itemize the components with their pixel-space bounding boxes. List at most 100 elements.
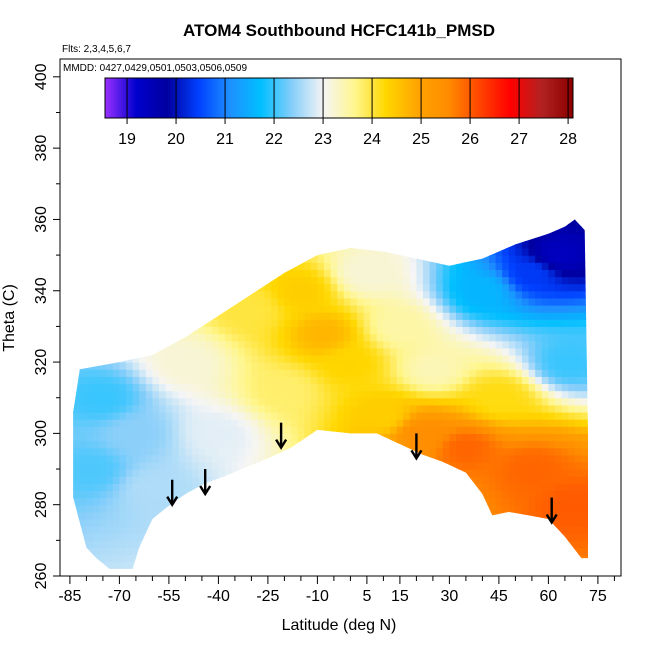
heatmap-cell	[73, 447, 81, 456]
colorbar-swatch	[136, 78, 139, 118]
heatmap-cell	[277, 283, 285, 292]
heatmap-cell	[548, 476, 556, 484]
heatmap-cell	[225, 305, 233, 313]
heatmap-cell	[324, 454, 332, 463]
heatmap-cell	[178, 369, 186, 377]
heatmap-cell	[304, 383, 312, 392]
heatmap-cell	[535, 347, 543, 356]
heatmap-cell	[508, 347, 516, 356]
heatmap-cell	[456, 554, 464, 563]
heatmap-cell	[304, 454, 312, 463]
heatmap-cell	[522, 504, 530, 513]
colorbar-swatch	[292, 78, 295, 118]
heatmap-cell	[112, 276, 120, 285]
heatmap-cell	[350, 247, 358, 256]
heatmap-cell	[581, 419, 588, 427]
heatmap-cell	[277, 469, 285, 477]
heatmap-cell	[277, 390, 285, 399]
heatmap-cell	[383, 411, 391, 420]
heatmap-cell	[396, 497, 404, 506]
heatmap-cell	[449, 469, 457, 477]
heatmap-cell	[112, 511, 120, 520]
heatmap-cell	[588, 455, 595, 463]
heatmap-cell	[192, 469, 200, 477]
heatmap-cell	[231, 469, 239, 477]
heatmap-cell	[409, 419, 417, 427]
heatmap-cell	[205, 540, 213, 549]
heatmap-cell	[73, 340, 74, 349]
heatmap-cell	[198, 219, 206, 221]
heatmap-cell	[225, 326, 233, 335]
heatmap-cell	[376, 404, 384, 413]
heatmap-cell	[192, 440, 200, 449]
heatmap-cell	[541, 547, 549, 556]
heatmap-cell	[522, 454, 530, 463]
heatmap-cell	[449, 397, 457, 406]
heatmap-cell	[277, 476, 285, 484]
heatmap-cell	[67, 569, 74, 577]
heatmap-cell	[357, 255, 365, 263]
heatmap-cell	[159, 497, 167, 506]
heatmap-cell	[555, 290, 563, 299]
heatmap-cell	[337, 376, 345, 385]
heatmap-cell	[264, 247, 272, 256]
heatmap-cell	[357, 390, 365, 399]
heatmap-cell	[383, 362, 391, 370]
heatmap-cell	[304, 490, 312, 499]
heatmap-cell	[475, 319, 483, 328]
heatmap-cell	[126, 476, 134, 484]
heatmap-cell	[152, 526, 160, 534]
heatmap-cell	[106, 533, 114, 541]
colorbar-swatch	[364, 78, 367, 118]
colorbar-swatch	[374, 78, 377, 118]
heatmap-cell	[416, 419, 424, 427]
heatmap-cell	[383, 283, 391, 292]
heatmap-cell	[502, 569, 509, 577]
heatmap-cell	[145, 390, 153, 399]
heatmap-cell	[383, 426, 391, 434]
heatmap-cell	[159, 419, 167, 427]
heatmap-cell	[244, 554, 252, 563]
colorbar-swatch	[342, 78, 346, 118]
heatmap-cell	[159, 333, 167, 342]
heatmap-cell	[508, 483, 516, 492]
heatmap-cell	[284, 454, 292, 463]
heatmap-cell	[383, 526, 391, 534]
heatmap-cell	[251, 569, 258, 577]
heatmap-cell	[574, 305, 582, 313]
heatmap-cell	[350, 312, 358, 320]
heatmap-cell	[205, 561, 213, 569]
heatmap-cell	[363, 240, 371, 249]
heatmap-cell	[462, 369, 470, 377]
heatmap-cell	[508, 426, 516, 434]
heatmap-cell	[449, 561, 457, 569]
heatmap-cell	[264, 283, 272, 292]
heatmap-cell	[489, 490, 497, 499]
colorbar-swatch	[173, 78, 176, 118]
heatmap-cell	[211, 454, 219, 463]
colorbar-tick-label: 22	[265, 131, 283, 148]
heatmap-cell	[324, 219, 332, 221]
heatmap-cell	[139, 569, 146, 577]
heatmap-cell	[291, 247, 299, 256]
heatmap-cell	[205, 269, 213, 278]
heatmap-cell	[442, 390, 450, 399]
heatmap-cell	[462, 476, 470, 484]
heatmap-cell	[93, 369, 101, 377]
heatmap-cell	[79, 276, 87, 285]
heatmap-cell	[119, 411, 127, 420]
heatmap-cell	[218, 569, 225, 577]
x-tick-label: 5	[362, 588, 371, 605]
heatmap-cell	[376, 326, 384, 335]
heatmap-cell	[528, 433, 536, 442]
heatmap-cell	[271, 319, 279, 328]
heatmap-cell	[73, 297, 81, 306]
heatmap-cell	[449, 255, 457, 263]
heatmap-cell	[548, 397, 556, 406]
heatmap-cell	[330, 397, 338, 406]
heatmap-cell	[343, 219, 351, 228]
heatmap-cell	[172, 483, 180, 492]
heatmap-cell	[396, 404, 404, 413]
heatmap-cell	[106, 362, 114, 370]
heatmap-cell	[403, 397, 411, 406]
